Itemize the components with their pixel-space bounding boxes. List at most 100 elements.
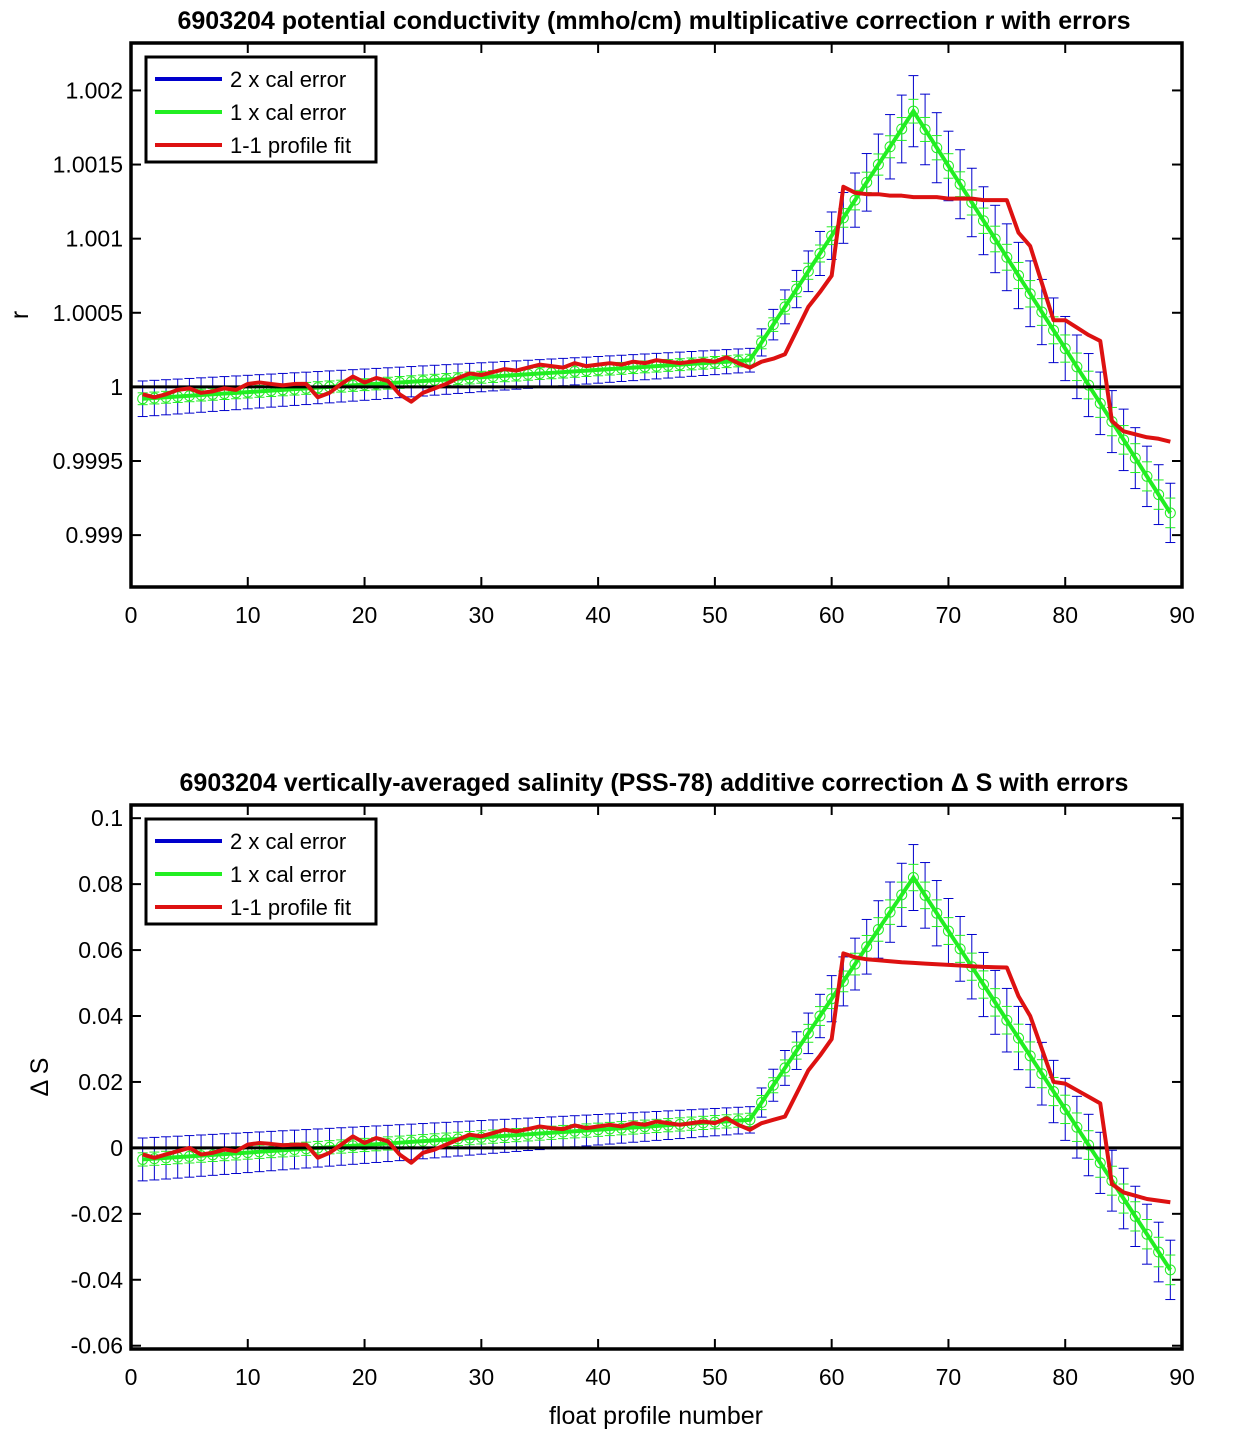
profile-fit-line [142,184,1171,444]
calibration-point [1164,1264,1176,1276]
y-tick-label: -0.06 [71,1333,123,1359]
calibration-point [639,1121,651,1133]
calibration-point [779,301,791,313]
calibration-point [1094,1157,1106,1169]
calibration-point [756,1097,768,1109]
calibration-point [1059,343,1071,355]
y-tick-label: 1 [110,374,123,400]
y-tick-label: -0.02 [71,1201,123,1227]
calibration-point [779,1062,791,1074]
y-tick-label: 1.0005 [53,300,123,326]
calibration-point [1153,1246,1165,1258]
y-tick-label: 1.0015 [53,152,123,178]
calibration-point [919,123,931,135]
x-tick-label: 70 [936,602,962,628]
x-tick-label: 20 [352,1364,378,1390]
calibration-point [183,390,195,402]
x-tick-label: 70 [936,1364,962,1390]
calibration-point [137,1153,149,1165]
calibration-point [1083,1139,1095,1151]
calibration-point [1036,1068,1048,1080]
calibration-point [791,283,803,295]
calibration-point [697,357,709,369]
calibration-point [814,247,826,259]
x-tick-label: 60 [819,1364,845,1390]
y-tick-label: 0.02 [78,1069,123,1095]
calibration-point [989,996,1001,1008]
calibration-point [744,1114,756,1126]
x-tick-label: 0 [125,1364,138,1390]
calibration-point [802,265,814,277]
calibration-point [907,105,919,117]
legend-label-two-x: 2 x cal error [230,829,346,854]
calibration-point [534,368,546,380]
axes-box [129,41,1184,589]
y-axis-label: r [6,311,34,319]
chart-title: 6903204 potential conductivity (mmho/cm)… [177,7,1130,35]
x-tick-label: 60 [819,602,845,628]
calibration-point [1129,1210,1141,1222]
x-tick-label: 90 [1169,1364,1195,1390]
legend-label-one-x: 1 x cal error [230,100,346,125]
x-tick-label: 50 [702,1364,728,1390]
x-tick-label: 40 [585,1364,611,1390]
x-tick-label: 50 [702,602,728,628]
calibration-point [931,142,943,154]
calibration-point [977,215,989,227]
legend-label-two-x: 2 x cal error [230,67,346,92]
calibration-point [195,389,207,401]
y-tick-label: 0.9995 [53,448,123,474]
x-tick-label: 30 [469,602,495,628]
calibration-point [1071,361,1083,373]
calibration-point [347,1140,359,1152]
calibration-point [861,176,873,188]
calibration-point [872,159,884,171]
tick-marks: 0 10 20 30 40 50 60 70 80 90 0.999 0.9995 1 1.0005 1.0… [53,43,1195,628]
plot-area [131,844,1182,1301]
calibration-point [429,1134,441,1146]
calibration-point [954,178,966,190]
x-tick-label: 0 [125,602,138,628]
calibration-point [907,872,919,884]
x-tick-label: 10 [235,602,261,628]
y-tick-label: 1.001 [65,226,123,252]
r-correction-chart: 6903204 potential conductivity (mmho/cm)… [6,7,1195,628]
calibration-point [183,1150,195,1162]
calibration-point [1024,1050,1036,1062]
calibration-point [1164,507,1176,519]
legend: 2 x cal error 1 x cal error 1-1 profile … [144,55,378,164]
y-tick-label: 0.08 [78,871,123,897]
calibration-point [1141,1228,1153,1240]
calibration-point [1153,489,1165,501]
y-axis-label: Δ S [26,1058,54,1097]
calibration-point [1013,1032,1025,1044]
calibration-point [1118,434,1130,446]
x-axis-label: float profile number [549,1402,763,1430]
calibration-point [1129,452,1141,464]
calibration-point [814,1010,826,1022]
calibration-point [919,889,931,901]
calibration-point [1059,1103,1071,1115]
calibration-point [1024,288,1036,300]
x-tick-label: 10 [235,1364,261,1390]
calibration-point [359,1139,371,1151]
calibration-point [767,319,779,331]
calibration-point [1071,1121,1083,1133]
calibration-point [1001,251,1013,263]
calibration-point [429,374,441,386]
calibration-point [802,1027,814,1039]
calibration-point [148,1153,160,1165]
delta-s-correction-chart: 6903204 vertically-averaged salinity (PS… [26,769,1195,1430]
calibration-point [580,1125,592,1137]
plot-area [131,75,1182,544]
calibration-point [861,941,873,953]
x-tick-label: 90 [1169,602,1195,628]
x-tick-label: 80 [1052,1364,1078,1390]
calibration-point [849,194,861,206]
calibration-point [1141,470,1153,482]
calibration-point [1001,1014,1013,1026]
legend: 2 x cal error 1 x cal error 1-1 profile … [144,817,378,926]
calibration-line [142,873,1172,1271]
calibration-point [1048,1086,1060,1098]
